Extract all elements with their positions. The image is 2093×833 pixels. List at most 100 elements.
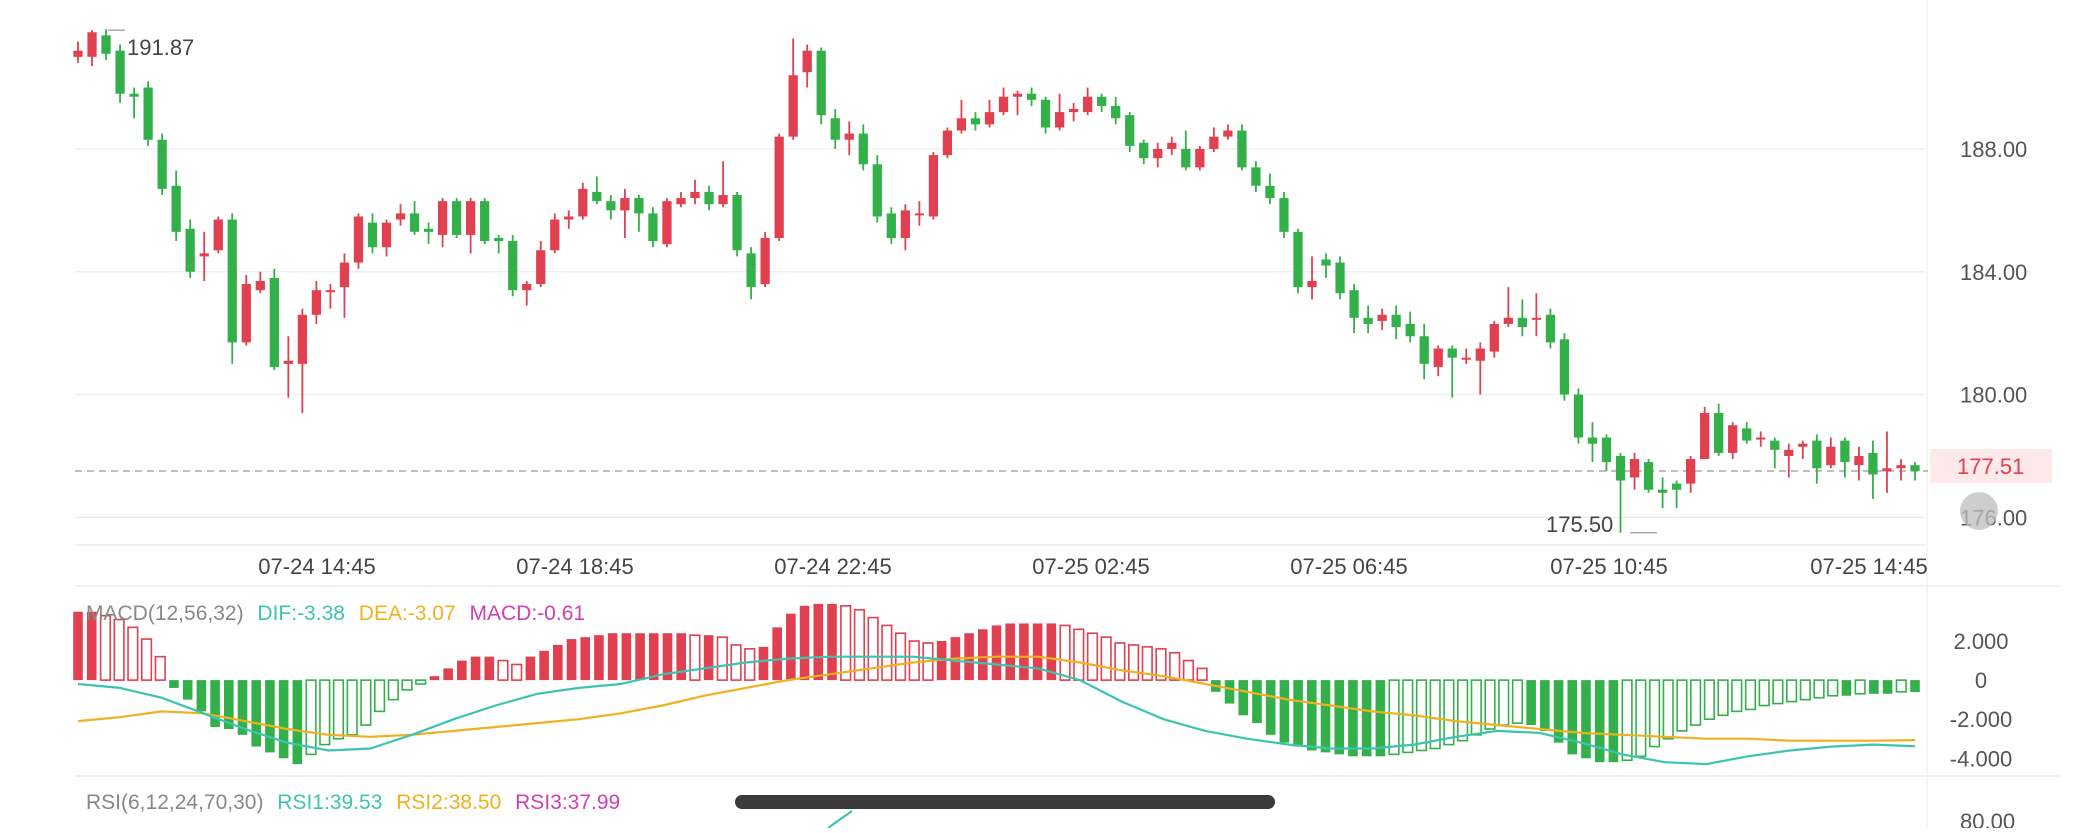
candle-body	[592, 191, 602, 202]
macd-bar	[1882, 680, 1893, 694]
macd-bar	[1032, 623, 1043, 681]
macd-bar	[1772, 679, 1784, 705]
macd-bar	[1744, 679, 1757, 711]
macd-bar	[1238, 680, 1249, 716]
macd-bar	[154, 655, 166, 681]
macd-bar	[1046, 623, 1057, 681]
macd-bar	[373, 679, 386, 713]
macd-y-tick: 2.000	[1953, 629, 2008, 654]
macd-bar	[251, 680, 262, 747]
macd-bar	[1114, 642, 1126, 681]
candle-body	[928, 155, 939, 217]
candle-body	[1111, 105, 1121, 119]
macd-bar	[1526, 680, 1536, 726]
crosshair-handle[interactable]	[1960, 492, 1998, 530]
candle-body	[395, 213, 406, 220]
candle-body	[830, 118, 840, 140]
time-x-tick: 07-24 22:45	[774, 554, 891, 579]
macd-bar	[319, 679, 331, 746]
candle-body	[269, 277, 279, 367]
macd-bar	[1553, 680, 1564, 743]
candle-body	[199, 253, 209, 257]
candle-body	[1251, 167, 1261, 186]
candle-body	[171, 185, 181, 232]
candle-body	[1195, 148, 1205, 168]
home-indicator[interactable]	[735, 795, 1275, 809]
macd-bar	[1443, 679, 1455, 746]
candle-body	[1840, 440, 1850, 463]
candle-body	[578, 188, 588, 217]
macd-bar	[744, 648, 756, 681]
candle-body	[1812, 440, 1822, 469]
macd-bar	[99, 614, 112, 681]
macd-bar	[1320, 680, 1331, 753]
macd-bar	[1348, 680, 1358, 757]
candle-body	[788, 75, 798, 137]
macd-bar	[401, 679, 413, 691]
macd-bar	[73, 611, 83, 681]
candle-body	[213, 219, 223, 251]
macd-bar	[387, 679, 399, 701]
macd-bar	[662, 633, 673, 681]
rsi-y-tick: 80.00	[1960, 809, 2015, 828]
candle-body	[550, 219, 560, 251]
candle-body	[1391, 314, 1401, 328]
candle-body	[1433, 348, 1443, 367]
candle-body	[536, 250, 546, 285]
candle-body	[1868, 452, 1878, 475]
candle-body	[620, 198, 630, 211]
macd-bar	[1402, 679, 1414, 754]
macd-bar	[224, 680, 234, 729]
candle-body	[1349, 290, 1359, 318]
macd-bar	[799, 605, 810, 681]
macd-bar	[1361, 680, 1372, 757]
candle-body	[1714, 412, 1724, 453]
candle-body	[466, 201, 476, 235]
svg-text:MACD(12,56,32) DIF:-3.38: MACD(12,56,32) DIF:-3.38 DEA:-3.07 MACD:…	[86, 602, 585, 625]
macd-bar	[840, 605, 852, 681]
time-x-tick: 07-25 02:45	[1032, 554, 1149, 579]
price-y-tick: 188.00	[1960, 137, 2027, 162]
candle-body	[1377, 314, 1387, 321]
macd-bar	[1307, 680, 1317, 751]
candle-body	[956, 118, 967, 131]
macd-bar	[1662, 679, 1674, 740]
last-price-badge	[1930, 449, 2052, 483]
candle-body	[1307, 280, 1317, 288]
grid-lines	[75, 0, 2060, 828]
candle-body	[564, 216, 574, 220]
macd-bar	[1388, 679, 1400, 756]
candle-body	[676, 198, 686, 205]
candle-body	[1854, 455, 1864, 466]
candle-body	[690, 191, 700, 199]
candle-body	[816, 50, 826, 116]
macd-bar	[648, 633, 659, 681]
candle-body	[704, 191, 714, 205]
macd-y-tick: -4.000	[1950, 746, 2012, 771]
macd-bar	[1540, 680, 1550, 731]
macd-bar	[881, 624, 893, 681]
macd-bar	[278, 680, 289, 759]
macd-bar	[1869, 680, 1879, 694]
candle-body	[87, 32, 97, 57]
candle-body	[1139, 142, 1149, 159]
candle-body	[718, 195, 728, 205]
macd-bar	[1717, 679, 1729, 717]
macd-bar	[1182, 659, 1195, 681]
candle-body	[494, 237, 504, 242]
macd-bar	[182, 680, 193, 700]
macd-bar	[908, 640, 920, 681]
macd-bar	[525, 656, 536, 681]
macd-bar	[484, 656, 495, 681]
candle-body	[1040, 99, 1051, 128]
candle-body	[423, 228, 434, 232]
candle-body	[1657, 489, 1668, 493]
candle-body	[1728, 425, 1738, 453]
candle-body	[1405, 323, 1415, 337]
macd-bar	[1086, 632, 1099, 681]
svg-text:RSI(6,12,24,70,30) RSI1:: RSI(6,12,24,70,30) RSI1:39.53 RSI2:38.50…	[86, 791, 620, 814]
candle-body	[283, 360, 293, 364]
macd-dif-label: DIF:-3.38	[257, 602, 345, 625]
low-price-label: 175.50	[1546, 512, 1613, 537]
